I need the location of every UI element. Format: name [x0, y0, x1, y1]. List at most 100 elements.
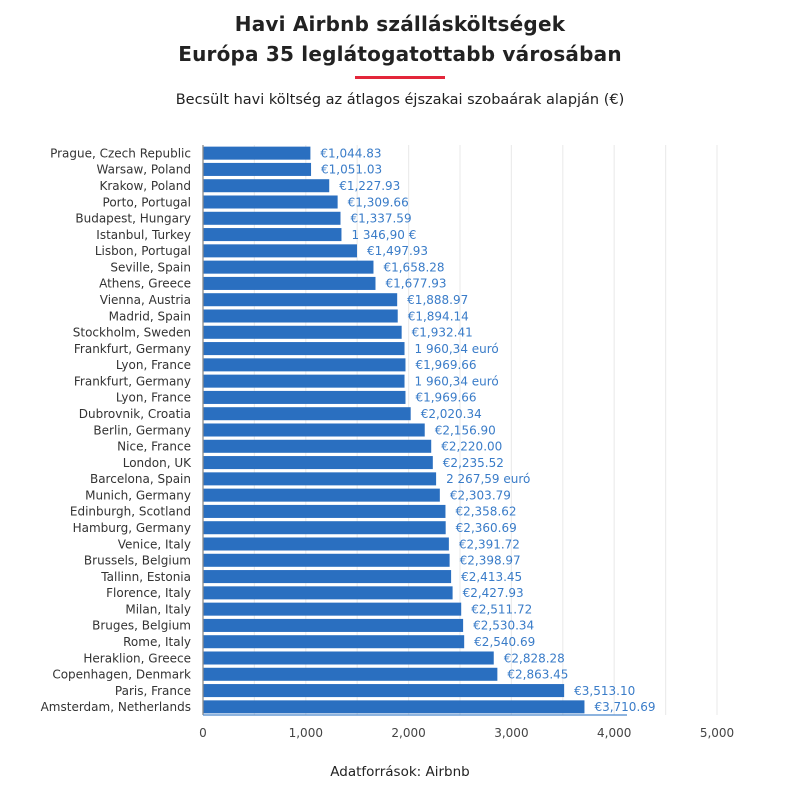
value-label: €2,413.45 [461, 570, 522, 584]
value-label: €2,511.72 [471, 602, 532, 616]
category-label: Seville, Spain [110, 260, 191, 274]
value-label: €1,969.66 [415, 391, 476, 405]
value-label: 1 960,34 euró [415, 342, 499, 356]
data-source: Adatforrások: Airbnb [330, 764, 470, 780]
bar [203, 651, 494, 665]
category-label: Madrid, Spain [109, 309, 191, 323]
category-label: Frankfurt, Germany [74, 374, 191, 388]
value-label: €2,540.69 [474, 635, 535, 649]
category-label: Krakow, Poland [99, 179, 191, 193]
value-label: €2,303.79 [450, 488, 511, 502]
value-label: €2,020.34 [421, 407, 482, 421]
bar [203, 211, 341, 225]
category-label: Lyon, France [116, 391, 191, 405]
value-label: €2,358.62 [455, 505, 516, 519]
chart-title-line-2: Európa 35 leglátogatottabb városában [178, 42, 622, 66]
bar [203, 325, 402, 339]
category-label: Porto, Portugal [103, 195, 191, 209]
value-label: €1,658.28 [383, 260, 444, 274]
bar [203, 146, 311, 160]
value-label: €2,235.52 [443, 456, 504, 470]
category-label: Dubrovnik, Croatia [79, 407, 191, 421]
category-label: Prague, Czech Republic [50, 146, 191, 160]
bar [203, 162, 312, 176]
bar [203, 342, 405, 356]
bar [203, 618, 464, 632]
value-label: €1,932.41 [412, 326, 473, 340]
bar [203, 456, 433, 470]
bar [203, 570, 452, 584]
category-label: Budapest, Hungary [75, 212, 191, 226]
category-label: Hamburg, Germany [73, 521, 191, 535]
bar [203, 423, 425, 437]
category-label: Rome, Italy [123, 635, 191, 649]
bar [203, 407, 411, 421]
x-tick-label: 3,000 [494, 726, 528, 740]
value-label: €2,220.00 [441, 440, 502, 454]
x-tick-label: 2,000 [391, 726, 425, 740]
bar [203, 195, 338, 209]
category-label: Nice, France [117, 440, 191, 454]
value-label: €1,677.93 [385, 277, 446, 291]
x-axis: 0 1,000 2,000 3,000 4,000 5,000 [199, 145, 734, 740]
bar [203, 228, 342, 242]
value-label: €2,391.72 [459, 537, 520, 551]
category-label: Istanbul, Turkey [96, 228, 191, 242]
value-label: €3,710.69 [594, 700, 655, 714]
bar [203, 390, 406, 404]
chart-subtitle: Becsült havi költség az átlagos éjszakai… [175, 92, 625, 108]
value-label: €1,051.03 [321, 163, 382, 177]
x-tick-label: 4,000 [597, 726, 631, 740]
category-label: Bruges, Belgium [92, 619, 191, 633]
bar [203, 374, 405, 388]
x-tick-label: 0 [199, 726, 207, 740]
value-label: €1,044.83 [320, 146, 381, 160]
category-label: Tallinn, Estonia [100, 570, 191, 584]
bar [203, 488, 440, 502]
category-label: Munich, Germany [85, 488, 191, 502]
value-labels: €1,044.83 €1,051.03 €1,227.93 €1,309.66 €1,3… [320, 146, 655, 714]
chart-title: Havi Airbnb szállásköltségek [234, 12, 566, 36]
value-label: €2,398.97 [460, 554, 521, 568]
category-label: Barcelona, Spain [90, 472, 191, 486]
bar [203, 260, 374, 274]
bar [203, 700, 585, 714]
x-tick-label: 5,000 [700, 726, 734, 740]
category-label: Lisbon, Portugal [95, 244, 191, 258]
value-label: €1,309.66 [348, 195, 409, 209]
bar [203, 439, 432, 453]
value-label: €2,427.93 [463, 586, 524, 600]
bar [203, 293, 398, 307]
value-label: €2,828.28 [504, 651, 565, 665]
category-label: Frankfurt, Germany [74, 342, 191, 356]
bar [203, 276, 376, 290]
value-label: €2,863.45 [507, 668, 568, 682]
category-label: Florence, Italy [106, 586, 191, 600]
value-label: €2,360.69 [456, 521, 517, 535]
category-label: Warsaw, Poland [97, 163, 192, 177]
value-label: €1,497.93 [367, 244, 428, 258]
value-label: €1,894.14 [408, 309, 469, 323]
category-label: Athens, Greece [99, 277, 191, 291]
category-label: Edinburgh, Scotland [70, 505, 191, 519]
value-label: €1,888.97 [407, 293, 468, 307]
bar [203, 537, 449, 551]
category-label: Vienna, Austria [100, 293, 191, 307]
title-accent-rule [355, 76, 445, 79]
bar [203, 667, 498, 681]
value-label: €3,513.10 [574, 684, 635, 698]
bars [203, 146, 585, 714]
bar [203, 521, 446, 535]
category-label: Lyon, France [116, 358, 191, 372]
value-label: €2,530.34 [473, 619, 534, 633]
category-label: Milan, Italy [125, 602, 191, 616]
value-label: 2 267,59 euró [446, 472, 530, 486]
bar [203, 244, 357, 258]
bar [203, 602, 462, 616]
value-label: 1 346,90 € [351, 228, 416, 242]
value-label: €1,337.59 [351, 212, 412, 226]
category-label: London, UK [123, 456, 192, 470]
value-label: €1,969.66 [415, 358, 476, 372]
bar [203, 504, 446, 518]
